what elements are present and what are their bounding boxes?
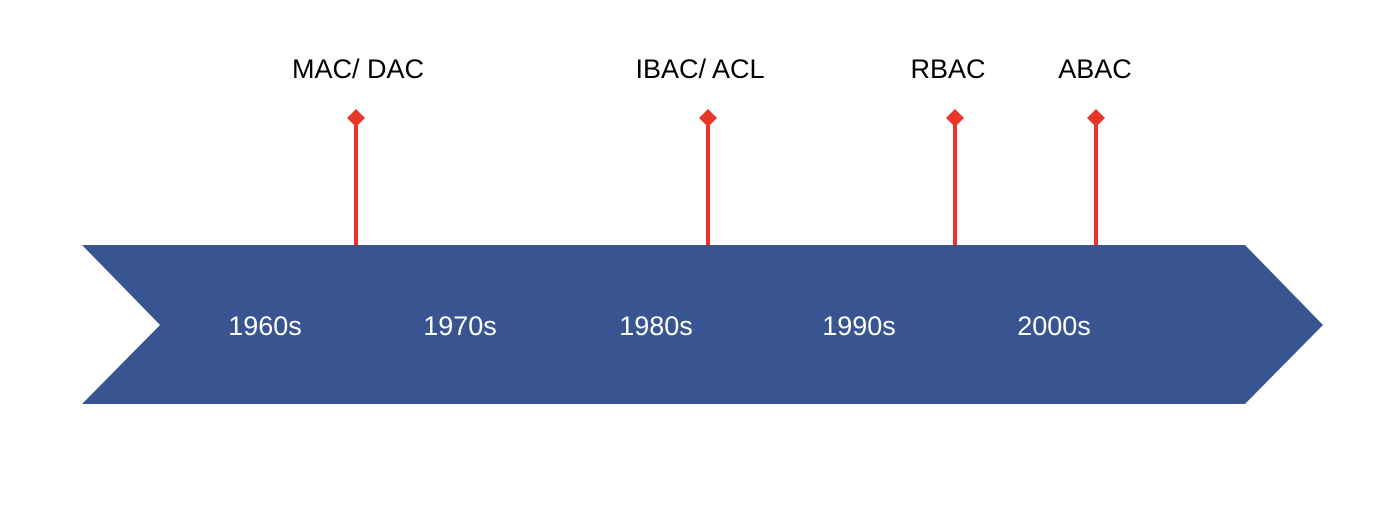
milestone-marker bbox=[946, 109, 964, 245]
milestone-diamond-icon bbox=[946, 109, 964, 127]
timeline-arrow bbox=[82, 245, 1323, 404]
milestone-marker bbox=[1087, 109, 1105, 245]
milestone-label-rbac: RBAC bbox=[910, 54, 985, 84]
milestone-label-ibac-acl: IBAC/ ACL bbox=[635, 54, 764, 84]
period-label-1980s: 1980s bbox=[619, 311, 693, 341]
milestone-marker bbox=[347, 109, 365, 245]
period-label-1960s: 1960s bbox=[228, 311, 302, 341]
period-label-1970s: 1970s bbox=[423, 311, 497, 341]
milestone-marker bbox=[699, 109, 717, 245]
period-label-1990s: 1990s bbox=[822, 311, 896, 341]
milestone-diamond-icon bbox=[347, 109, 365, 127]
milestone-diamond-icon bbox=[1087, 109, 1105, 127]
milestone-label-mac-dac: MAC/ DAC bbox=[292, 54, 424, 84]
milestone-diamond-icon bbox=[699, 109, 717, 127]
milestone-label-abac: ABAC bbox=[1058, 54, 1132, 84]
period-label-2000s: 2000s bbox=[1017, 311, 1091, 341]
